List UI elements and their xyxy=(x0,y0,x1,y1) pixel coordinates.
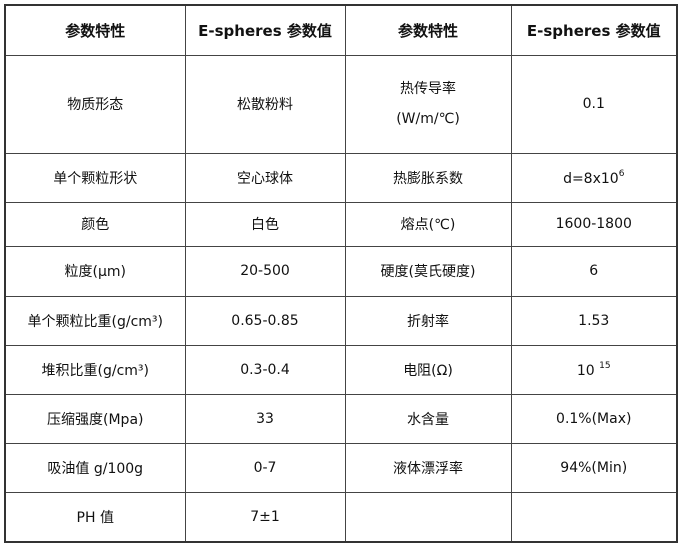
property-value: 0.1%(Max) xyxy=(510,393,678,444)
property-value: d=8x106 xyxy=(510,152,678,203)
table-row: 单个颗粒比重(g/cm³) 0.65-0.85 折射率 1.53 xyxy=(4,295,678,346)
property-value: 10 15 xyxy=(510,344,678,395)
property-name-line: 热传导率 xyxy=(400,81,456,97)
header-cell: 参数特性 xyxy=(344,4,512,56)
property-value: 6 xyxy=(510,245,678,297)
header-cell: E-spheres 参数值 xyxy=(510,4,678,56)
property-value: 0.65-0.85 xyxy=(184,295,346,346)
property-value: 1.53 xyxy=(510,295,678,346)
property-name: PH 值 xyxy=(4,491,186,543)
property-name: 粒度(μm) xyxy=(4,245,186,297)
table-row: 颜色 白色 熔点(℃) 1600-1800 xyxy=(4,201,678,247)
property-name: 折射率 xyxy=(344,295,512,346)
property-name: 熔点(℃) xyxy=(344,201,512,247)
property-name: 热膨胀系数 xyxy=(344,152,512,203)
property-name: 热传导率 (W/m/℃) xyxy=(344,54,512,154)
table-row: 吸油值 g/100g 0-7 液体漂浮率 94%(Min) xyxy=(4,442,678,493)
property-name: 液体漂浮率 xyxy=(344,442,512,493)
property-value: 7±1 xyxy=(184,491,346,543)
value-exponent: 6 xyxy=(618,168,625,179)
property-name: 颜色 xyxy=(4,201,186,247)
property-value: 94%(Min) xyxy=(510,442,678,493)
property-value: 1600-1800 xyxy=(510,201,678,247)
property-value: 白色 xyxy=(184,201,346,247)
property-value: 0.3-0.4 xyxy=(184,344,346,395)
property-name: 物质形态 xyxy=(4,54,186,154)
property-value: 空心球体 xyxy=(184,152,346,203)
properties-table: 参数特性 E-spheres 参数值 参数特性 E-spheres 参数值 物质… xyxy=(4,4,678,543)
property-name: 堆积比重(g/cm³) xyxy=(4,344,186,395)
table-row: 堆积比重(g/cm³) 0.3-0.4 电阻(Ω) 10 15 xyxy=(4,344,678,395)
table-row: 物质形态 松散粉料 热传导率 (W/m/℃) 0.1 xyxy=(4,54,678,154)
property-name: 单个颗粒比重(g/cm³) xyxy=(4,295,186,346)
table-row: 粒度(μm) 20-500 硬度(莫氏硬度) 6 xyxy=(4,245,678,297)
property-value: 0.1 xyxy=(510,54,678,154)
value-exponent: 15 xyxy=(599,360,611,371)
value-base: 10 xyxy=(576,362,600,379)
table-row: 压缩强度(Mpa) 33 水含量 0.1%(Max) xyxy=(4,393,678,444)
property-name: 单个颗粒形状 xyxy=(4,152,186,203)
property-value: 0-7 xyxy=(184,442,346,493)
property-value xyxy=(510,491,678,543)
property-name: 吸油值 g/100g xyxy=(4,442,186,493)
property-name: 硬度(莫氏硬度) xyxy=(344,245,512,297)
property-name: 水含量 xyxy=(344,393,512,444)
property-value: 松散粉料 xyxy=(184,54,346,154)
property-value: 20-500 xyxy=(184,245,346,297)
property-name xyxy=(344,491,512,543)
header-cell: E-spheres 参数值 xyxy=(184,4,346,56)
header-cell: 参数特性 xyxy=(4,4,186,56)
property-name: 电阻(Ω) xyxy=(344,344,512,395)
property-name: 压缩强度(Mpa) xyxy=(4,393,186,444)
header-row: 参数特性 E-spheres 参数值 参数特性 E-spheres 参数值 xyxy=(4,4,678,56)
property-unit-line: (W/m/℃) xyxy=(396,111,460,127)
value-base: d=8x10 xyxy=(563,170,619,187)
property-value: 33 xyxy=(184,393,346,444)
table-row: PH 值 7±1 xyxy=(4,491,678,543)
table-row: 单个颗粒形状 空心球体 热膨胀系数 d=8x106 xyxy=(4,152,678,203)
